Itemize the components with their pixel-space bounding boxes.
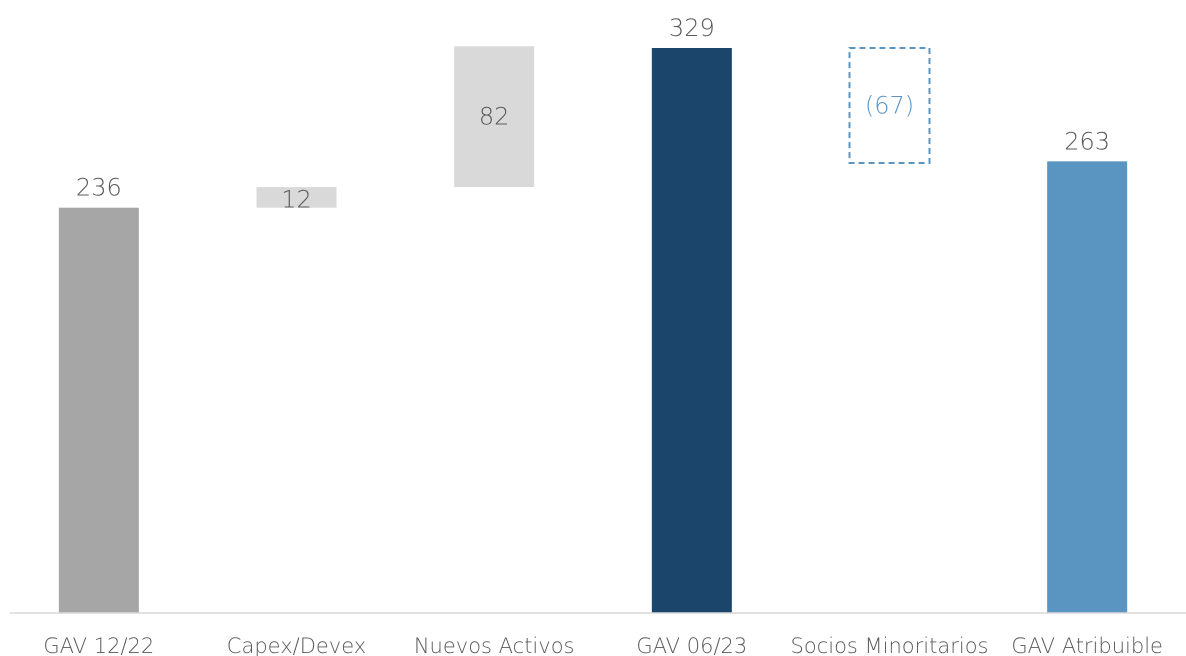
value-label-6: 263 [1064, 127, 1110, 155]
value-label-5: (67) [865, 92, 914, 120]
bars-group [58, 46, 1128, 614]
value-labels-group: 236 12 82 329 (67) 263 [76, 14, 1110, 214]
category-labels-group: GAV 12/22 Capex/Devex Nuevos Activos GAV 06… [43, 634, 1163, 656]
bar-5 [848, 47, 931, 165]
bar-1 [58, 207, 139, 613]
category-label-3: Nuevos Activos [414, 634, 575, 656]
category-label-1: GAV 12/22 [43, 634, 154, 656]
bar-2 [256, 187, 337, 208]
value-label-1: 236 [76, 174, 122, 202]
bar-3 [454, 46, 535, 188]
value-label-2: 12 [281, 186, 312, 214]
category-label-2: Capex/Devex [227, 634, 366, 656]
bar-6 [1047, 161, 1128, 614]
category-label-5: Socios Minoritarios [791, 634, 989, 656]
value-label-3: 82 [479, 103, 510, 131]
value-label-4: 329 [669, 14, 715, 42]
bar-4 [651, 48, 732, 613]
category-label-4: GAV 06/23 [636, 634, 747, 656]
category-label-6: GAV Atribuible [1011, 634, 1163, 656]
